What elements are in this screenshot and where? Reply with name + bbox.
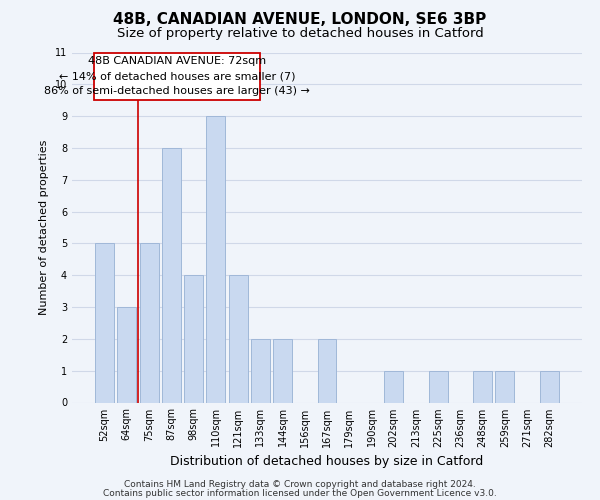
Text: Contains public sector information licensed under the Open Government Licence v3: Contains public sector information licen… (103, 489, 497, 498)
Text: 48B, CANADIAN AVENUE, LONDON, SE6 3BP: 48B, CANADIAN AVENUE, LONDON, SE6 3BP (113, 12, 487, 28)
Bar (496, 370, 514, 402)
Bar (473, 370, 492, 402)
Text: 48B CANADIAN AVENUE: 72sqm: 48B CANADIAN AVENUE: 72sqm (88, 56, 266, 66)
Bar (184, 275, 203, 402)
Bar (273, 339, 292, 402)
Bar (384, 370, 403, 402)
Bar (251, 339, 270, 402)
Text: Contains HM Land Registry data © Crown copyright and database right 2024.: Contains HM Land Registry data © Crown c… (124, 480, 476, 489)
X-axis label: Distribution of detached houses by size in Catford: Distribution of detached houses by size … (170, 455, 484, 468)
Bar (429, 370, 448, 402)
FancyBboxPatch shape (94, 52, 260, 100)
Bar (118, 307, 136, 402)
Text: 86% of semi-detached houses are larger (43) →: 86% of semi-detached houses are larger (… (44, 86, 310, 97)
Text: Size of property relative to detached houses in Catford: Size of property relative to detached ho… (116, 28, 484, 40)
Text: ← 14% of detached houses are smaller (7): ← 14% of detached houses are smaller (7) (59, 72, 295, 82)
Bar (229, 275, 248, 402)
Y-axis label: Number of detached properties: Number of detached properties (40, 140, 49, 315)
Bar (317, 339, 337, 402)
Bar (95, 244, 114, 402)
Bar (162, 148, 181, 403)
Bar (140, 244, 158, 402)
Bar (206, 116, 225, 403)
Bar (540, 370, 559, 402)
